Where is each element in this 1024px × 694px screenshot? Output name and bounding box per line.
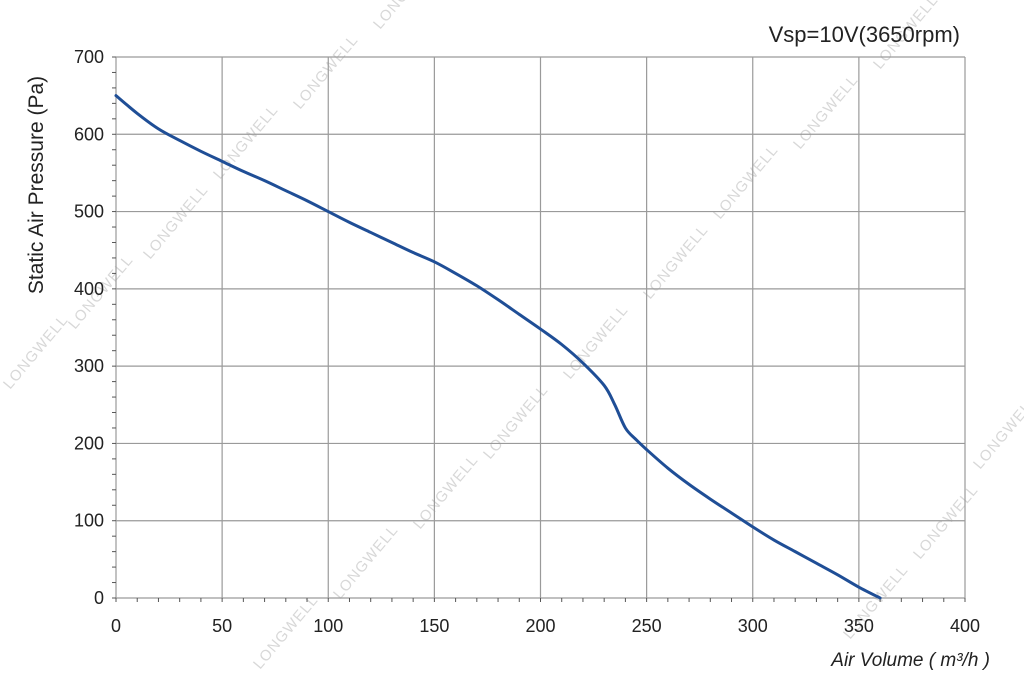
- x-tick-label: 150: [419, 616, 449, 636]
- watermark-text: LONGWELL: [970, 392, 1024, 473]
- series-layer: [114, 94, 882, 600]
- watermark-layer: LONGWELLLONGWELLLONGWELLLONGWELLLONGWELL…: [0, 0, 1024, 673]
- y-axis-label: Static Air Pressure (Pa): [25, 76, 48, 294]
- x-tick-label: 0: [111, 616, 121, 636]
- x-tick-label: 350: [844, 616, 874, 636]
- y-tick-label: 200: [74, 433, 104, 453]
- y-tick-label: 400: [74, 279, 104, 299]
- x-tick-label: 300: [738, 616, 768, 636]
- watermark-text: LONGWELL: [290, 32, 362, 113]
- watermark-text: LONGWELL: [640, 222, 712, 303]
- x-tick-label: 100: [313, 616, 343, 636]
- watermark-text: LONGWELL: [560, 302, 632, 383]
- watermark-text: LONGWELL: [370, 0, 442, 33]
- y-tick-label: 700: [74, 47, 104, 67]
- y-tick-label: 0: [94, 588, 104, 608]
- watermark-text: LONGWELL: [910, 482, 982, 563]
- x-axis-label: Air Volume ( m³/h ): [830, 650, 990, 671]
- y-tick-label: 300: [74, 356, 104, 376]
- watermark-text: LONGWELL: [140, 182, 212, 263]
- watermark-text: LONGWELL: [330, 522, 402, 603]
- x-tick-label: 50: [212, 616, 232, 636]
- y-tick-label: 500: [74, 202, 104, 222]
- chart-title: Vsp=10V(3650rpm): [769, 22, 960, 47]
- y-tick-label: 100: [74, 511, 104, 531]
- pressure-curve-line: [114, 94, 882, 600]
- watermark-text: LONGWELL: [210, 102, 282, 183]
- watermark-text: LONGWELL: [710, 142, 782, 223]
- y-tick-label: 600: [74, 124, 104, 144]
- x-tick-label: 200: [525, 616, 555, 636]
- minor-ticks: [112, 56, 966, 602]
- y-tick-labels: 0 100 200 300 400 500 600 700: [74, 47, 104, 608]
- x-tick-label: 250: [632, 616, 662, 636]
- watermark-text: LONGWELL: [790, 72, 862, 153]
- x-tick-labels: 0 50 100 150 200 250 300 350 400: [111, 616, 980, 636]
- watermark-text: LONGWELL: [0, 312, 72, 393]
- x-tick-label: 400: [950, 616, 980, 636]
- watermark-text: LONGWELL: [250, 592, 322, 673]
